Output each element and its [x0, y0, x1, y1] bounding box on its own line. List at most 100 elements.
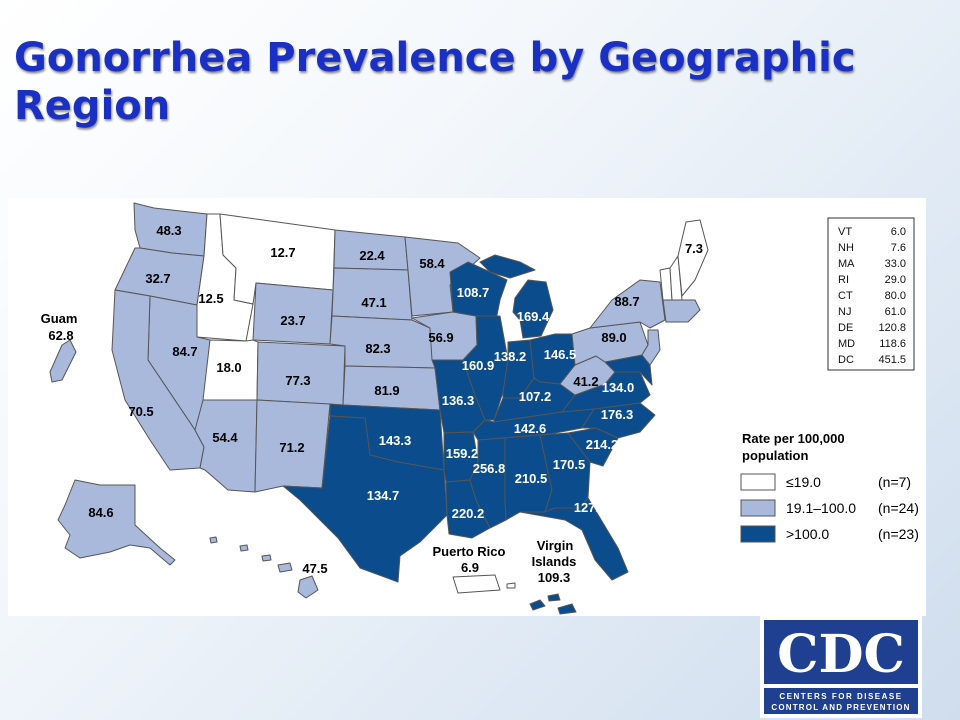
legend-swatch	[740, 499, 776, 517]
cdc-logo-letters: CDC	[777, 624, 905, 685]
legend-count: (n=7)	[878, 474, 911, 490]
label-AL: 210.5	[515, 471, 548, 486]
legend-title-line2: population	[742, 448, 808, 463]
small-state-rate: 33.0	[885, 258, 906, 270]
label-GA: 170.5	[553, 457, 586, 472]
small-state-rate: 6.0	[891, 226, 906, 238]
hi-island-4	[239, 544, 249, 552]
state-MA-CT-RI	[662, 299, 701, 323]
cdc-logo-line2: CONTROL AND PREVENTION	[771, 703, 910, 712]
small-state-rate: 61.0	[885, 306, 906, 318]
legend: Rate per 100,000 population ≤19.0 (n=7) …	[740, 431, 919, 543]
territory-virgin-islands-shape-2	[547, 593, 561, 602]
hi-island-5	[209, 536, 218, 544]
label-SC: 214.2	[586, 437, 619, 452]
puerto-rico-name: Puerto Rico	[433, 544, 506, 559]
state-ME	[677, 219, 709, 297]
small-states-table: VT 6.0 NH 7.6 MA 33.0 RI 29.0 CT 80.0 NJ…	[827, 217, 915, 371]
label-FL: 127.8	[574, 500, 607, 515]
label-AK: 84.6	[88, 505, 113, 520]
label-NM: 71.2	[279, 440, 304, 455]
small-state-rate: 120.8	[878, 322, 906, 334]
legend-count: (n=24)	[878, 500, 919, 516]
state-WI	[449, 261, 508, 329]
puerto-rico-rate: 6.9	[461, 560, 479, 575]
label-TN: 142.6	[514, 421, 547, 436]
territory-guam-shape	[49, 339, 77, 383]
cdc-logo-band	[764, 688, 918, 714]
legend-swatch	[740, 473, 776, 491]
guam-name: Guam	[41, 311, 78, 326]
state-NJ	[641, 329, 661, 366]
label-CO: 77.3	[285, 373, 310, 388]
virgin-islands-rate: 109.3	[538, 570, 571, 585]
label-MI: 169.4	[517, 309, 550, 324]
legend-label: 19.1–100.0	[786, 500, 856, 516]
legend-title-line1: Rate per 100,000	[742, 431, 845, 446]
state-MI-up	[479, 254, 536, 279]
state-SD	[331, 267, 413, 321]
state-IL	[462, 315, 509, 421]
territory-virgin-islands-shape-3	[557, 603, 577, 615]
label-AZ: 54.4	[212, 430, 238, 445]
pr-island	[506, 582, 516, 589]
label-KS: 81.9	[374, 383, 399, 398]
legend-count: (n=23)	[878, 526, 919, 542]
label-MT: 12.7	[270, 245, 295, 260]
label-WY: 23.7	[280, 313, 305, 328]
legend-label: >100.0	[786, 526, 829, 542]
label-AR: 159.2	[446, 446, 479, 461]
label-MN: 58.4	[419, 256, 445, 271]
state-SC	[567, 427, 619, 467]
state-AZ	[194, 399, 258, 493]
hi-island-2	[277, 562, 293, 573]
small-state-rate: 7.6	[891, 242, 906, 254]
guam-rate: 62.8	[48, 328, 73, 343]
state-AK	[57, 479, 176, 566]
territory-virgin-islands-shape-1	[529, 599, 546, 611]
label-HI: 47.5	[302, 561, 327, 576]
label-OH: 146.5	[544, 347, 577, 362]
small-state-name: CT	[838, 290, 853, 302]
label-OR: 32.7	[145, 271, 170, 286]
label-UT: 18.0	[216, 360, 241, 375]
label-KY: 107.2	[519, 389, 552, 404]
label-MS: 256.8	[473, 461, 506, 476]
label-PA: 89.0	[601, 330, 626, 345]
small-state-rate: 118.6	[879, 338, 906, 350]
label-OK: 143.3	[379, 433, 412, 448]
small-state-rate: 80.0	[885, 290, 906, 302]
small-state-rate: 29.0	[885, 274, 906, 286]
state-NY	[589, 279, 666, 329]
state-MI	[512, 279, 554, 339]
small-state-name: RI	[838, 274, 849, 286]
small-state-name: MD	[838, 338, 855, 350]
label-WA: 48.3	[156, 223, 181, 238]
virgin-islands-name-1: Virgin	[537, 538, 574, 553]
legend-label: ≤19.0	[786, 474, 821, 490]
label-IL: 160.9	[462, 358, 495, 373]
small-state-name: DC	[838, 354, 854, 366]
small-state-name: VT	[838, 226, 852, 238]
state-FL	[519, 497, 629, 581]
territory-puerto-rico-shape	[452, 574, 501, 594]
label-WV: 41.2	[573, 374, 598, 389]
label-ME: 7.3	[685, 241, 703, 256]
cdc-logo-line1: CENTERS FOR DISEASE	[779, 692, 902, 701]
small-state-name: DE	[838, 322, 853, 334]
small-state-rate: 451.5	[878, 354, 906, 366]
label-VA: 134.0	[602, 380, 635, 395]
label-ID: 12.5	[198, 291, 223, 306]
us-choropleth-map: 48.3 32.7 70.5 84.7 12.5 12.7 23.7 18.0 …	[8, 198, 926, 616]
small-state-name: NH	[838, 242, 854, 254]
label-WI: 108.7	[457, 285, 490, 300]
state-HI	[297, 575, 319, 599]
state-TX	[282, 415, 448, 583]
label-IA: 56.9	[428, 330, 453, 345]
label-MO: 136.3	[442, 393, 475, 408]
label-NV: 84.7	[172, 344, 197, 359]
label-TX: 134.7	[367, 488, 400, 503]
slide-title: Gonorrhea Prevalence by Geographic Regio…	[14, 35, 856, 129]
legend-swatch	[740, 525, 776, 543]
label-SD: 47.1	[361, 295, 386, 310]
